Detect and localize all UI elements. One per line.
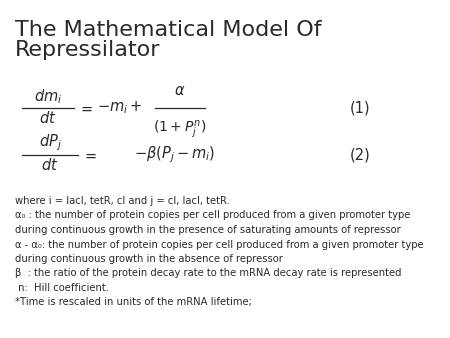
Text: $dm_i$: $dm_i$ <box>34 87 62 106</box>
Text: *Time is rescaled in units of the mRNA lifetime;: *Time is rescaled in units of the mRNA l… <box>15 297 252 308</box>
Text: $-\beta(P_j - m_i)$: $-\beta(P_j - m_i)$ <box>135 145 216 165</box>
Text: where i = lacI, tetR, cI and j = cI, lacI, tetR.: where i = lacI, tetR, cI and j = cI, lac… <box>15 196 230 206</box>
Text: β  : the ratio of the protein decay rate to the mRNA decay rate is represented: β : the ratio of the protein decay rate … <box>15 268 401 279</box>
Text: during continuous growth in the absence of repressor: during continuous growth in the absence … <box>15 254 283 264</box>
Text: α₀ : the number of protein copies per cell produced from a given promoter type: α₀ : the number of protein copies per ce… <box>15 211 410 220</box>
Text: $dt$: $dt$ <box>39 110 57 126</box>
Text: (1): (1) <box>350 100 370 116</box>
Text: during continuous growth in the presence of saturating amounts of repressor: during continuous growth in the presence… <box>15 225 401 235</box>
Text: $-m_i +$: $-m_i +$ <box>97 100 143 116</box>
Text: $dP_j$: $dP_j$ <box>39 132 62 153</box>
Text: $=$: $=$ <box>82 147 98 163</box>
Text: $\alpha$: $\alpha$ <box>174 83 186 98</box>
Text: (2): (2) <box>350 147 370 163</box>
Text: Repressilator: Repressilator <box>15 40 161 60</box>
Text: $=$: $=$ <box>78 100 94 116</box>
Text: $(1 + P_j^n)$: $(1 + P_j^n)$ <box>153 118 207 140</box>
Text: The Mathematical Model Of: The Mathematical Model Of <box>15 20 322 40</box>
Text: α - α₀: the number of protein copies per cell produced from a given promoter typ: α - α₀: the number of protein copies per… <box>15 240 423 249</box>
Text: n:  Hill coefficient.: n: Hill coefficient. <box>15 283 109 293</box>
Text: $dt$: $dt$ <box>41 157 59 173</box>
